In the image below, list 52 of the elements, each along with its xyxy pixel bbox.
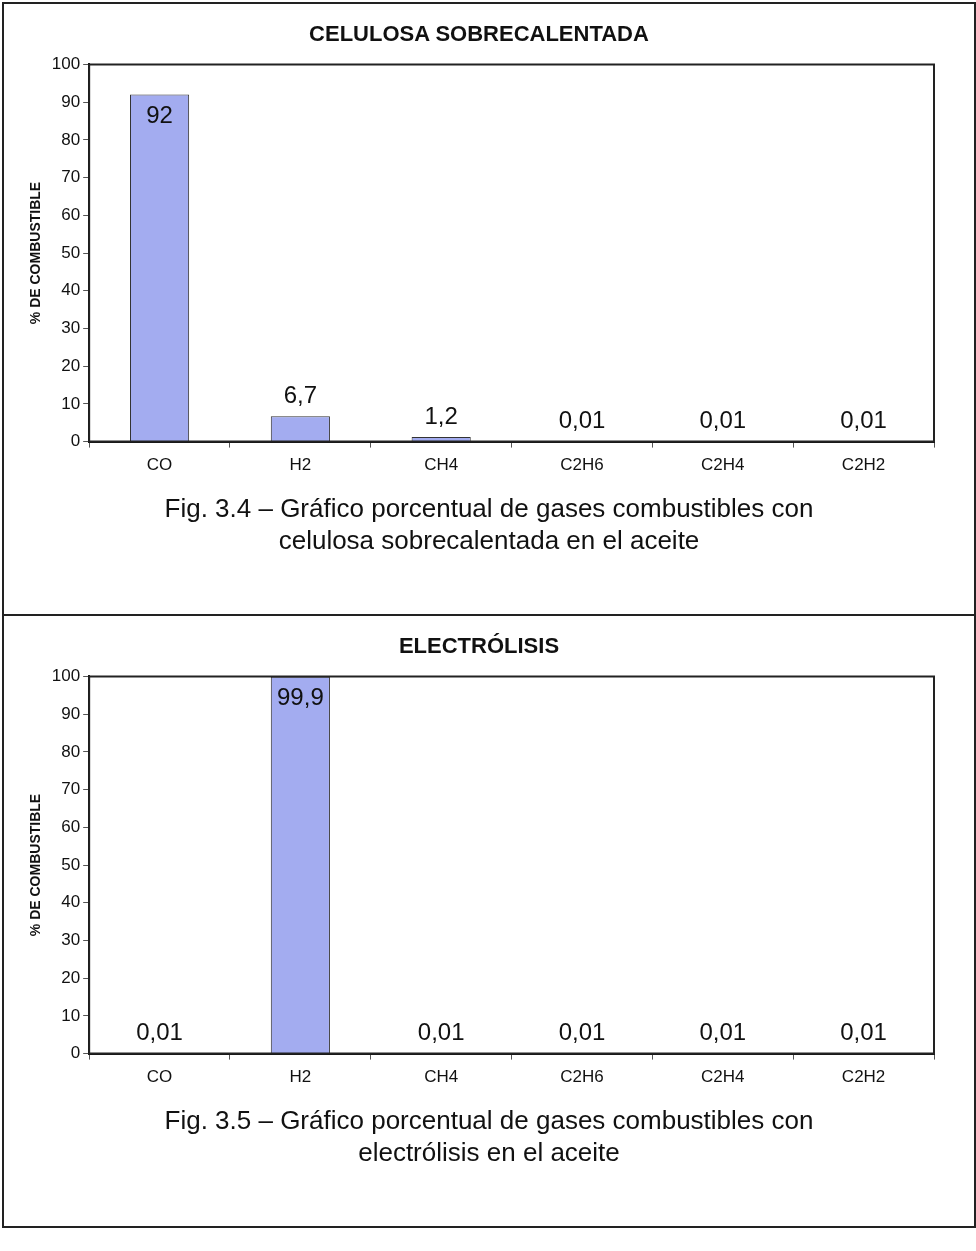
y-axis-title: % DE COMBUSTIBLE bbox=[27, 793, 44, 937]
data-label: 1,2 bbox=[424, 401, 458, 429]
data-label: 0,01 bbox=[417, 1018, 465, 1046]
data-label: 0,01 bbox=[699, 1018, 747, 1046]
chart-title: CELULOSA SOBRECALENTADA bbox=[309, 21, 649, 47]
y-tick-label: 40 bbox=[61, 280, 81, 300]
y-axis-title: % DE COMBUSTIBLE bbox=[27, 181, 44, 325]
y-tick-label: 70 bbox=[61, 779, 81, 799]
x-tick-label: C2H2 bbox=[841, 455, 886, 475]
y-tick-label: 100 bbox=[51, 666, 81, 686]
data-label: 0,01 bbox=[699, 406, 747, 434]
y-tick-label: 50 bbox=[61, 242, 81, 262]
data-label: 0,01 bbox=[136, 1018, 183, 1046]
x-tick-label: C2H6 bbox=[560, 1067, 604, 1087]
y-tick-label: 60 bbox=[61, 816, 81, 836]
y-tick-label: 10 bbox=[61, 1005, 81, 1025]
y-tick-label: 0 bbox=[70, 431, 81, 451]
y-tick-label: 90 bbox=[61, 91, 81, 111]
y-tick-label: 50 bbox=[61, 854, 81, 874]
y-tick-label: 90 bbox=[61, 703, 81, 723]
data-label: 99,9 bbox=[277, 683, 324, 711]
chart-title: ELECTRÓLISIS bbox=[398, 633, 560, 659]
x-tick-label: H2 bbox=[289, 1067, 312, 1087]
data-label: 0,01 bbox=[558, 406, 606, 434]
data-label: 0,01 bbox=[840, 406, 887, 434]
x-tick-label: CO bbox=[146, 1067, 173, 1087]
y-tick-label: 10 bbox=[61, 393, 81, 413]
y-tick-label: 20 bbox=[61, 355, 81, 375]
x-tick-label: C2H2 bbox=[841, 1067, 886, 1087]
x-tick-label: CH4 bbox=[424, 1067, 459, 1087]
x-tick-label: C2H4 bbox=[701, 1067, 745, 1087]
y-tick-label: 30 bbox=[61, 930, 81, 950]
data-label: 0,01 bbox=[840, 1018, 887, 1046]
y-tick-label: 40 bbox=[61, 892, 81, 912]
caption: Fig. 3.5 – Gráfico porcentual de gases combustibles con electrólisis en el aceite bbox=[163, 1104, 815, 1168]
data-label: 92 bbox=[146, 101, 173, 129]
y-tick-label: 80 bbox=[61, 741, 81, 761]
data-label: 0,01 bbox=[558, 1018, 606, 1046]
x-tick-label: CH4 bbox=[424, 455, 459, 475]
x-tick-label: C2H6 bbox=[560, 455, 604, 475]
x-tick-label: CO bbox=[146, 455, 173, 475]
x-tick-label: H2 bbox=[289, 455, 312, 475]
y-tick-label: 30 bbox=[61, 318, 81, 338]
y-tick-label: 100 bbox=[51, 54, 81, 74]
y-tick-label: 60 bbox=[61, 204, 81, 224]
y-tick-label: 20 bbox=[61, 967, 81, 987]
y-tick-label: 80 bbox=[61, 129, 81, 149]
y-tick-label: 70 bbox=[61, 167, 81, 187]
y-tick-label: 0 bbox=[70, 1043, 81, 1063]
caption: Fig. 3.4 – Gráfico porcentual de gases combustibles con celulosa sobrecalentada en el aceite bbox=[163, 492, 815, 556]
x-tick-label: C2H4 bbox=[701, 455, 745, 475]
data-label: 6,7 bbox=[283, 380, 318, 408]
